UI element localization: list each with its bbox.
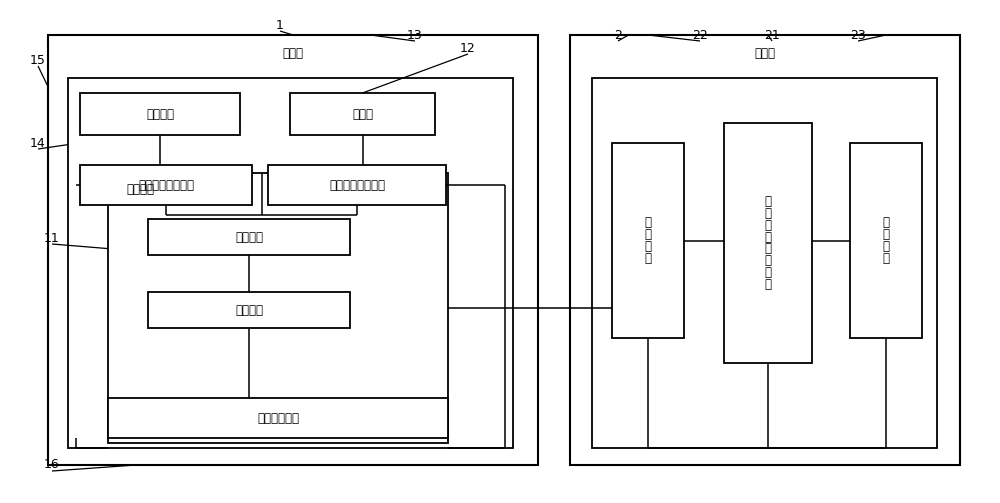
Bar <box>268 165 446 205</box>
Text: 电源供给系统: 电源供给系统 <box>257 411 299 425</box>
Text: 系: 系 <box>765 266 772 279</box>
Text: 处理系统: 处理系统 <box>126 183 154 196</box>
Bar <box>80 165 252 205</box>
Text: 15: 15 <box>30 53 46 66</box>
Bar <box>108 173 448 443</box>
Bar <box>48 35 538 465</box>
Text: 2: 2 <box>614 29 622 42</box>
Text: 13: 13 <box>407 29 423 42</box>
Text: 回送指令采集系统: 回送指令采集系统 <box>138 179 194 192</box>
Text: 动: 动 <box>883 228 890 241</box>
Text: 1: 1 <box>276 19 284 32</box>
Text: 力: 力 <box>765 230 772 243</box>
Text: 统: 统 <box>644 252 652 265</box>
Bar <box>612 143 684 338</box>
Text: 地铁车: 地铁车 <box>755 46 776 59</box>
Text: 23: 23 <box>850 29 866 42</box>
Text: 一: 一 <box>765 207 772 220</box>
Bar <box>148 219 350 255</box>
Text: 14: 14 <box>30 136 46 149</box>
Text: 21: 21 <box>764 29 780 42</box>
Text: 11: 11 <box>44 231 60 244</box>
Bar <box>290 93 435 135</box>
Text: 回送车: 回送车 <box>283 46 304 59</box>
Text: 系: 系 <box>644 240 652 253</box>
Text: 显示模块: 显示模块 <box>235 303 263 316</box>
Text: 压: 压 <box>765 219 772 232</box>
Text: 22: 22 <box>692 29 708 42</box>
Bar <box>570 35 960 465</box>
Text: 统: 统 <box>883 252 890 265</box>
Text: 通: 通 <box>644 216 652 229</box>
Text: 存储模块: 存储模块 <box>235 230 263 243</box>
Text: 16: 16 <box>44 459 60 471</box>
Bar <box>148 292 350 328</box>
Text: 12: 12 <box>460 42 476 54</box>
Text: 列车管: 列车管 <box>352 108 373 121</box>
Bar <box>592 78 937 448</box>
Bar <box>108 398 448 438</box>
Text: 回送装置: 回送装置 <box>146 108 174 121</box>
Text: 第: 第 <box>765 195 772 208</box>
Text: 集: 集 <box>765 255 772 268</box>
Text: 制: 制 <box>883 216 890 229</box>
Text: 讯: 讯 <box>644 228 652 241</box>
Text: 第二压力采集系统: 第二压力采集系统 <box>329 179 385 192</box>
Bar <box>68 78 513 448</box>
Bar <box>80 93 240 135</box>
Text: 系: 系 <box>883 240 890 253</box>
Bar <box>850 143 922 338</box>
Text: 统: 统 <box>765 278 772 291</box>
Bar <box>724 123 812 363</box>
Text: 采: 采 <box>765 242 772 256</box>
